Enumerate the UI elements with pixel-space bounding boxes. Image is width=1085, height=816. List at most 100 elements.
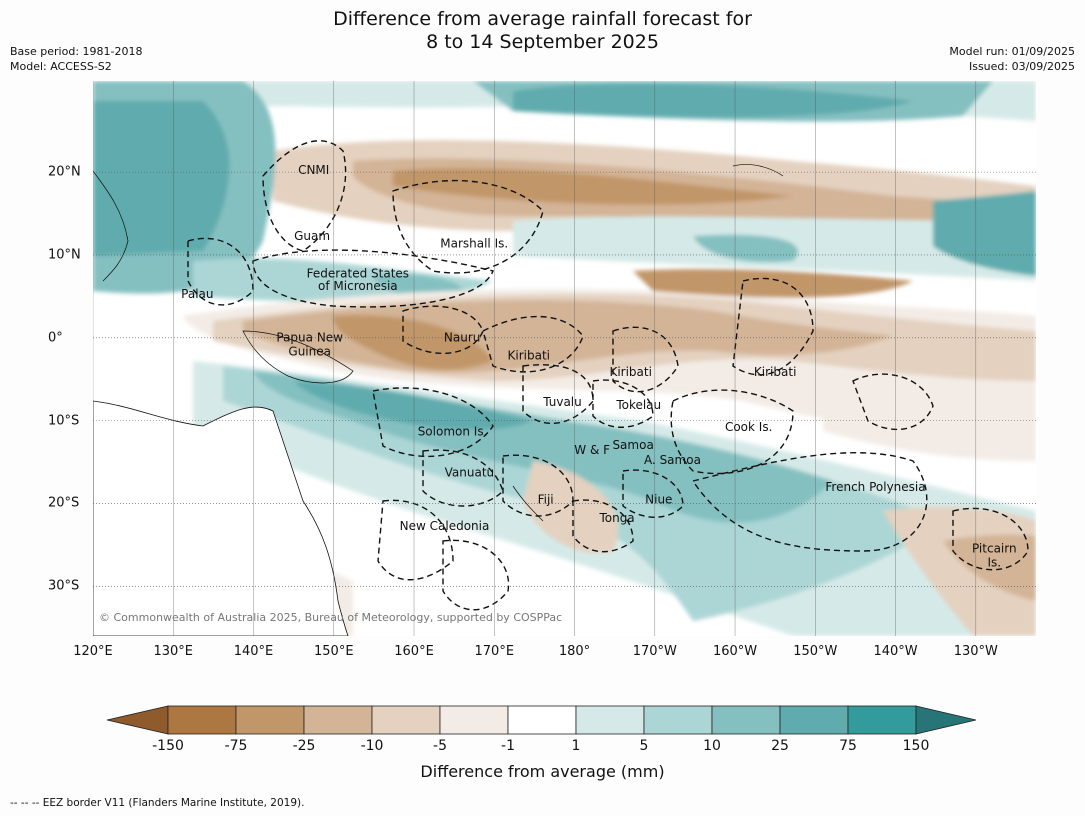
place-label: Kiribati — [754, 365, 796, 379]
eez-tokelau — [592, 379, 654, 428]
place-label: Kiribati — [609, 365, 651, 379]
philippines-outline — [93, 170, 129, 282]
colorbar-extend-high — [915, 705, 977, 735]
place-label: Guam — [294, 229, 330, 243]
longitude-tick-label: 150°E — [314, 644, 354, 659]
eez-norfolk — [442, 539, 510, 611]
colorbar-tick-label: -25 — [292, 738, 316, 754]
meta-right: Model run: 01/09/2025 Issued: 03/09/2025 — [949, 44, 1075, 74]
colorbar-tick-label: -5 — [433, 738, 447, 754]
longitude-tick-label: 170°W — [632, 644, 677, 659]
png-dry-core — [333, 315, 493, 370]
place-label: Palau — [181, 287, 213, 301]
title-line-1: Difference from average rainfall forecas… — [333, 8, 752, 30]
longitude-tick-label: 130°W — [953, 644, 998, 659]
chart-title: Difference from average rainfall forecas… — [0, 8, 1085, 54]
colorbar-segment — [439, 705, 509, 735]
australia-land — [93, 400, 349, 636]
place-label: Is. — [987, 556, 1001, 570]
colorbar-tick-label: -75 — [224, 738, 248, 754]
eez-vanuatu — [422, 449, 504, 507]
place-label: Federated States — [307, 267, 409, 281]
eez-tonga — [572, 499, 634, 553]
place-label: French Polynesia — [825, 480, 925, 494]
place-label: Tonga — [598, 511, 634, 525]
colorbar-segment — [711, 705, 781, 735]
east-wet-patch — [933, 191, 1036, 276]
band-5n-dry-core — [633, 269, 913, 298]
place-label: Kiribati — [508, 349, 550, 363]
band-north-wet-core — [513, 83, 913, 118]
colorbar-segment — [167, 705, 237, 735]
eez-marshall — [392, 179, 544, 274]
place-label: Tuvalu — [542, 395, 582, 409]
longitude-tick-label: 140°W — [873, 644, 918, 659]
eez-tuvalu — [522, 364, 594, 425]
issued-text: Issued: 03/09/2025 — [968, 60, 1075, 73]
base-period-text: Base period: 1981-2018 — [10, 45, 143, 58]
band-15n-dry-core — [393, 168, 793, 205]
band-10n-wet-patch — [693, 234, 799, 263]
eez-cook-islands — [670, 389, 794, 475]
eez-nauru — [402, 305, 484, 354]
copyright-text: © Commonwealth of Australia 2025, Bureau… — [99, 611, 562, 624]
place-label: Papua New — [276, 330, 343, 344]
colorbar-tick-label: 75 — [839, 738, 857, 754]
fiji-dry-patch — [523, 461, 619, 553]
colorbar-segment — [779, 705, 849, 735]
philippines-wet-core — [93, 101, 230, 256]
place-label: Pitcairn — [972, 542, 1017, 556]
colorbar-segment — [371, 705, 441, 735]
longitude-tick-label: 160°W — [712, 644, 758, 659]
latitude-tick-label: 10°S — [48, 413, 80, 429]
eez-fsm — [252, 249, 494, 308]
eez-new-caledonia — [377, 499, 454, 581]
colorbar-segment — [507, 705, 577, 735]
colorbar-tick-label: 10 — [703, 738, 721, 754]
pitcairn-dry-core — [943, 534, 1036, 601]
model-run-text: Model run: 01/09/2025 — [949, 45, 1075, 58]
title-line-2: 8 to 14 September 2025 — [426, 31, 659, 53]
colorbar-segment — [575, 705, 645, 735]
place-label: Samoa — [612, 438, 653, 452]
eez-french-polynesia-north — [852, 373, 934, 431]
place-label: Solomon Is. — [418, 425, 488, 439]
place-label: W & F — [574, 443, 610, 457]
colorbar-tick-label: 5 — [639, 738, 649, 754]
graticule — [93, 81, 1036, 636]
latitude-tick-label: 10°N — [48, 247, 81, 263]
colorbar — [106, 705, 977, 735]
eez-borders — [187, 140, 1029, 611]
colorbar-tick-label: 150 — [902, 738, 930, 754]
longitude-tick-label: 160°E — [394, 644, 434, 659]
eez-kiribati-west — [482, 315, 584, 373]
colorbar-segment — [847, 705, 917, 735]
place-label: Nauru — [444, 330, 480, 344]
colorbar-tick-label: -1 — [501, 738, 515, 754]
place-label: New Caledonia — [400, 519, 490, 533]
place-label: of Micronesia — [318, 279, 398, 293]
place-label: Vanuatu — [445, 465, 495, 479]
eez-solomon — [372, 387, 494, 458]
longitude-tick-label: 120°E — [73, 644, 113, 659]
colorbar-segment — [643, 705, 713, 735]
place-label: A. Samoa — [644, 453, 701, 467]
micronesia-wet-core — [373, 274, 463, 296]
meta-left: Base period: 1981-2018 Model: ACCESS-S2 — [10, 44, 142, 74]
colorbar-segment — [303, 705, 373, 735]
latitude-tick-label: 20°N — [48, 164, 81, 180]
colorbar-tick-label: -10 — [360, 738, 384, 754]
latitude-tick-label: 30°S — [48, 578, 80, 594]
new-caledonia-outline — [512, 485, 544, 522]
place-label: Fiji — [538, 493, 554, 507]
colorbar-extend-low — [106, 705, 169, 735]
colorbar-tick-label: 25 — [771, 738, 789, 754]
latitude-tick-label: 0° — [48, 330, 63, 346]
eez-kiribati-east — [732, 277, 814, 376]
map-panel: CNMI Guam Marshall Is. Federated States of M… — [93, 81, 1036, 636]
hawaii-outline — [732, 164, 784, 177]
place-label: Tokelau — [615, 398, 661, 412]
